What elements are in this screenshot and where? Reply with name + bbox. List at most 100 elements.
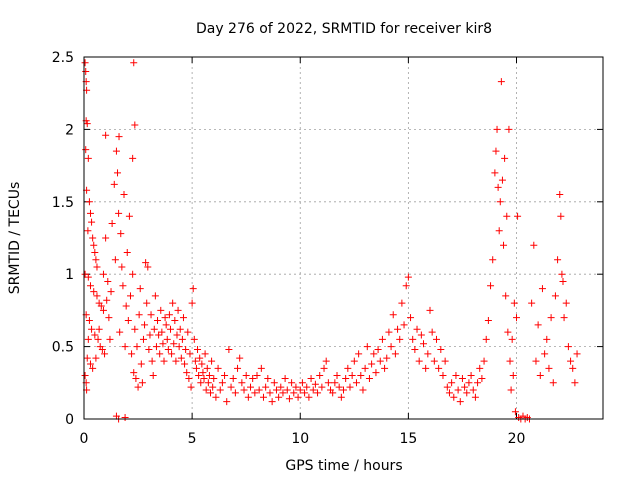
data-point — [514, 212, 522, 220]
data-point — [376, 357, 384, 365]
data-point — [536, 372, 544, 380]
data-point — [340, 386, 347, 394]
data-point — [191, 357, 199, 365]
data-point — [227, 383, 235, 391]
data-point — [110, 180, 118, 188]
data-point — [164, 345, 172, 353]
data-point — [81, 372, 89, 380]
data-point — [144, 263, 152, 271]
data-point — [538, 285, 546, 293]
data-point — [556, 191, 564, 199]
data-point — [494, 183, 502, 191]
data-point — [309, 386, 317, 394]
data-point — [559, 277, 567, 285]
data-point — [205, 372, 213, 380]
data-point — [92, 354, 100, 362]
data-point — [557, 212, 565, 220]
y-tick-label: 1.5 — [52, 195, 74, 211]
data-point — [543, 335, 551, 343]
data-point — [469, 386, 477, 394]
data-point — [161, 314, 169, 322]
data-point — [84, 335, 92, 343]
data-point — [189, 285, 197, 293]
data-point — [175, 343, 183, 351]
data-point — [547, 314, 555, 322]
data-point — [564, 343, 572, 351]
data-point — [262, 383, 270, 391]
data-point — [101, 350, 109, 358]
data-point — [155, 331, 163, 339]
data-point — [320, 364, 328, 372]
data-point — [430, 357, 438, 365]
data-point — [365, 374, 373, 382]
data-point — [151, 292, 159, 300]
data-point — [497, 78, 505, 86]
data-point — [130, 369, 138, 377]
data-point — [396, 335, 404, 343]
data-point — [456, 398, 464, 406]
data-point — [501, 154, 509, 162]
data-point — [461, 383, 469, 391]
data-point — [132, 374, 140, 382]
data-point — [81, 270, 89, 278]
data-point — [85, 198, 93, 206]
data-point — [152, 343, 160, 351]
data-point — [489, 256, 497, 264]
data-point — [234, 364, 242, 372]
data-point — [90, 241, 98, 249]
data-point — [174, 306, 182, 314]
data-point — [502, 292, 510, 300]
data-point — [204, 379, 212, 387]
data-point — [391, 350, 399, 358]
data-point — [105, 314, 113, 322]
data-point — [176, 325, 184, 333]
x-tick-label: 5 — [188, 431, 197, 447]
data-point — [264, 374, 272, 382]
data-point — [259, 393, 267, 401]
data-point — [150, 325, 158, 333]
data-point — [335, 383, 343, 391]
data-point — [186, 350, 194, 358]
data-point — [385, 328, 393, 336]
data-point — [253, 372, 261, 380]
data-point — [240, 386, 248, 394]
data-point — [257, 364, 265, 372]
data-point — [471, 393, 479, 401]
data-point — [185, 374, 193, 382]
data-point — [249, 374, 257, 382]
data-point — [83, 120, 91, 128]
x-tick-label: 10 — [291, 431, 309, 447]
data-point — [194, 345, 202, 353]
y-tick-label: 0 — [65, 412, 74, 428]
data-point — [179, 314, 187, 322]
data-point — [378, 335, 386, 343]
data-point — [181, 360, 189, 368]
data-point — [398, 299, 406, 307]
data-point — [84, 227, 92, 235]
data-point — [413, 325, 421, 333]
data-point — [337, 393, 345, 401]
data-point — [387, 343, 395, 351]
data-point — [190, 335, 198, 343]
data-point — [415, 357, 423, 365]
data-point — [94, 335, 102, 343]
data-point — [288, 379, 296, 387]
data-point — [509, 372, 517, 380]
data-point — [404, 273, 412, 281]
data-point — [111, 256, 119, 264]
data-point — [121, 343, 129, 351]
data-point — [281, 374, 289, 382]
data-point — [126, 292, 134, 300]
data-point — [82, 146, 90, 154]
data-point — [242, 372, 250, 380]
data-point — [128, 350, 136, 358]
data-point — [142, 259, 150, 267]
y-tick-label: 1 — [65, 267, 74, 283]
data-point — [95, 325, 103, 333]
data-point — [158, 328, 166, 336]
data-point — [503, 212, 511, 220]
data-point — [238, 379, 246, 387]
data-point — [417, 331, 425, 339]
data-point — [411, 345, 419, 353]
data-point — [551, 292, 559, 300]
